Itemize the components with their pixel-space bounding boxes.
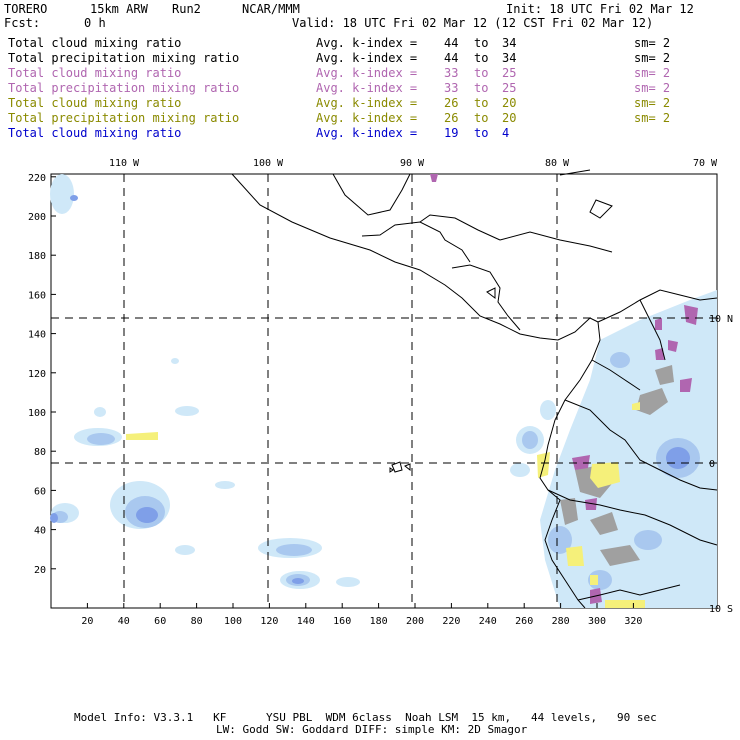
field-name: Total cloud mixing ratio	[8, 36, 182, 50]
latitude-label: 0	[709, 459, 715, 470]
x-tick-label: 180	[370, 616, 388, 627]
x-tick-label: 20	[81, 616, 93, 627]
longitude-label: 100 W	[253, 158, 284, 169]
latitude-labels: 10 N 0 10 S	[709, 314, 733, 615]
x-tick-label: 80	[191, 616, 203, 627]
field-to: to	[474, 36, 489, 50]
field-avg: Avg. k-index =	[316, 36, 418, 50]
coastline-layer	[231, 169, 718, 609]
x-tick-label: 120	[260, 616, 278, 627]
field-k-bottom: 25	[502, 66, 517, 80]
forecast-label: Fcst:	[4, 16, 41, 30]
latitude-label: 10 N	[709, 314, 733, 325]
y-axis-ticks: 20 40 60 80 100 120 140 160 180 200 220	[28, 173, 56, 576]
y-tick-label: 200	[28, 212, 46, 223]
field-k-bottom: 20	[502, 96, 517, 110]
x-tick-label: 60	[154, 616, 166, 627]
field-name: Total precipitation mixing ratio	[8, 51, 240, 65]
field-k-top: 33	[444, 66, 459, 80]
model-name: TORERO	[4, 2, 48, 16]
x-tick-label: 260	[515, 616, 533, 627]
field-avg: Avg. k-index =	[316, 81, 418, 95]
x-tick-label: 280	[552, 616, 570, 627]
field-name: Total cloud mixing ratio	[8, 96, 182, 110]
y-tick-label: 220	[28, 173, 46, 184]
model-resolution: 15km ARW	[90, 2, 148, 16]
field-sm: sm= 2	[634, 111, 671, 125]
field-avg: Avg. k-index =	[316, 96, 418, 110]
x-axis-ticks: 20 40 60 80 100 120 140 160 180 200 220 240 260 280 30…	[81, 603, 642, 627]
init-time: Init: 18 UTC Fri 02 Mar 12	[506, 2, 694, 16]
physics-info-line: LW: Godd SW: Goddard DIFF: simple KM: 2D…	[216, 723, 528, 736]
model-info-line: Model Info: V3.3.1 KF YSU PBL WDM 6class…	[74, 711, 657, 724]
valid-time: Valid: 18 UTC Fri 02 Mar 12 (12 CST Fri …	[292, 16, 654, 30]
field-k-bottom: 34	[502, 36, 517, 50]
field-to: to	[474, 66, 489, 80]
field-to: to	[474, 126, 489, 140]
y-tick-label: 160	[28, 290, 46, 301]
field-avg: Avg. k-index =	[316, 51, 418, 65]
field-k-bottom: 20	[502, 111, 517, 125]
y-tick-label: 60	[34, 486, 46, 497]
cloud-field-layer	[50, 174, 717, 608]
x-tick-label: 140	[297, 616, 315, 627]
x-tick-label: 40	[118, 616, 130, 627]
field-k-bottom: 4	[502, 126, 510, 140]
x-tick-label: 220	[442, 616, 460, 627]
field-to: to	[474, 96, 489, 110]
field-k-top: 19	[444, 126, 459, 140]
y-tick-label: 40	[34, 526, 46, 537]
y-tick-label: 140	[28, 330, 46, 341]
field-k-top: 26	[444, 96, 459, 110]
field-k-top: 44	[444, 51, 459, 65]
field-to: to	[474, 111, 489, 125]
x-tick-label: 100	[224, 616, 242, 627]
field-name: Total precipitation mixing ratio	[8, 111, 240, 125]
field-sm: sm= 2	[634, 51, 671, 65]
y-tick-label: 20	[34, 565, 46, 576]
y-tick-label: 120	[28, 369, 46, 380]
field-sm: sm= 2	[634, 81, 671, 95]
y-tick-label: 180	[28, 251, 46, 262]
field-k-top: 26	[444, 111, 459, 125]
field-k-top: 33	[444, 81, 459, 95]
longitude-label: 70 W	[693, 158, 718, 169]
x-tick-label: 300	[588, 616, 606, 627]
longitude-label: 110 W	[109, 158, 140, 169]
longitude-label: 80 W	[545, 158, 570, 169]
x-tick-label: 320	[624, 616, 642, 627]
model-run: Run2	[172, 2, 201, 16]
longitude-labels: 110 W 100 W 90 W 80 W 70 W	[109, 158, 718, 169]
x-tick-label: 200	[406, 616, 424, 627]
latitude-label: 10 S	[709, 604, 733, 615]
field-avg: Avg. k-index =	[316, 66, 418, 80]
y-tick-label: 100	[28, 408, 46, 419]
lat-lon-grid	[51, 174, 717, 608]
y-tick-label: 80	[34, 447, 46, 458]
forecast-value: 0 h	[84, 16, 106, 30]
field-sm: sm= 2	[634, 96, 671, 110]
field-to: to	[474, 51, 489, 65]
x-tick-label: 240	[479, 616, 497, 627]
field-to: to	[474, 81, 489, 95]
field-sm: sm= 2	[634, 66, 671, 80]
longitude-label: 90 W	[400, 158, 425, 169]
field-sm: sm= 2	[634, 36, 671, 50]
field-k-top: 44	[444, 36, 459, 50]
field-k-bottom: 34	[502, 51, 517, 65]
field-name: Total cloud mixing ratio	[8, 126, 182, 140]
field-k-bottom: 25	[502, 81, 517, 95]
field-avg: Avg. k-index =	[316, 126, 418, 140]
x-tick-label: 160	[333, 616, 351, 627]
field-name: Total precipitation mixing ratio	[8, 81, 240, 95]
field-avg: Avg. k-index =	[316, 111, 418, 125]
model-org: NCAR/MMM	[242, 2, 300, 16]
field-name: Total cloud mixing ratio	[8, 66, 182, 80]
